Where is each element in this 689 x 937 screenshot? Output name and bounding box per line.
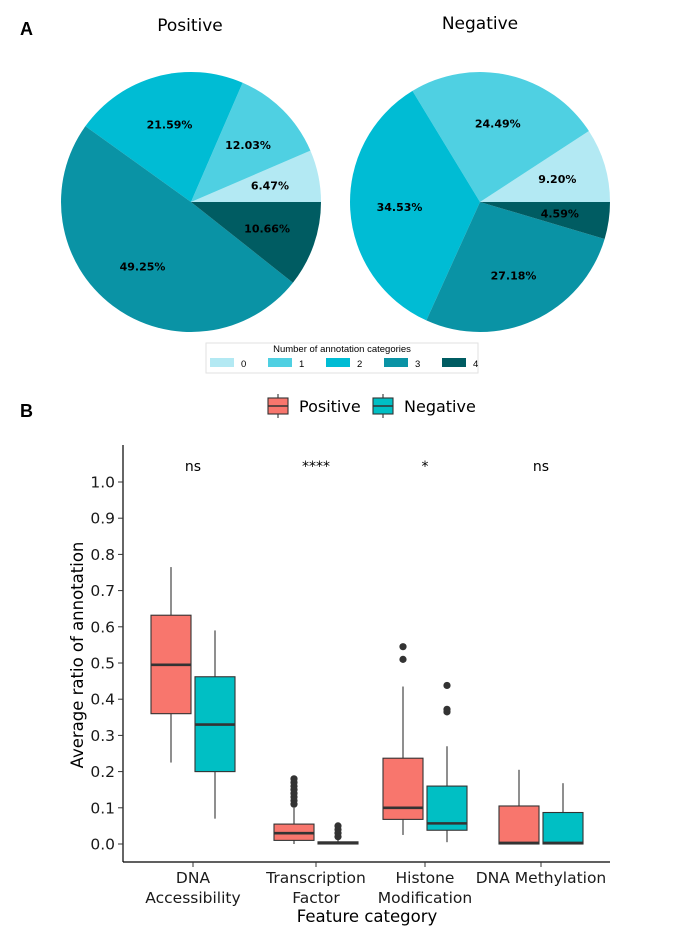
outlier-negative-cat2-1 xyxy=(443,705,451,713)
box-legend: Positive Negative xyxy=(267,394,476,418)
pie-positive-label-4: 10.66% xyxy=(244,223,290,236)
x-tick-label-0-0: DNA xyxy=(176,869,211,887)
x-tick-label-2-1: Modification xyxy=(378,889,472,907)
pie-negative-label-3: 27.18% xyxy=(491,269,537,282)
pie-positive-label-1: 12.03% xyxy=(225,139,271,152)
x-tick-label-0-1: Accessibility xyxy=(145,889,240,907)
pie-negative-slice-4 xyxy=(480,202,610,239)
panel-a-label: A xyxy=(20,19,33,39)
pie-positive-slice-2 xyxy=(85,71,243,202)
pie-positive-label-0: 6.47% xyxy=(251,180,289,193)
y-tick-label-0.7: 0.7 xyxy=(90,582,115,600)
x-tick-label-1-0: Transcription xyxy=(265,869,366,887)
y-axis-title: Average ratio of annotation xyxy=(68,542,87,769)
pie-legend-key-1 xyxy=(268,358,292,367)
pie-legend-label-0: 0 xyxy=(241,359,246,370)
outlier-negative-cat1-3 xyxy=(334,822,342,830)
box-legend-label-negative: Negative xyxy=(404,397,476,416)
pie-negative-slice-2 xyxy=(350,90,480,321)
y-tick-label-0.3: 0.3 xyxy=(90,727,115,745)
pie-legend: 0 1 2 3 4 xyxy=(210,358,478,370)
pie-legend-label-3: 3 xyxy=(415,359,420,370)
pie-negative-slice-3 xyxy=(426,202,605,332)
significance-label-3: ns xyxy=(533,459,549,475)
pie-negative-title: Negative xyxy=(442,14,518,34)
pie-positive-slice-1 xyxy=(191,82,311,202)
significance-label-0: ns xyxy=(185,459,201,475)
x-tick-label-2-0: Histone xyxy=(396,869,455,887)
x-tick-label-1-1: Factor xyxy=(292,889,340,907)
outlier-negative-cat2-2 xyxy=(443,681,451,690)
outlier-positive-cat2-1 xyxy=(399,643,407,651)
outlier-positive-cat1-7 xyxy=(290,775,298,783)
pie-positive-label-3: 49.25% xyxy=(120,260,166,273)
pie-legend-title: Number of annotation categories xyxy=(273,344,411,355)
pie-legend-key-2 xyxy=(326,358,350,367)
pie-chart-negative: 9.20% 24.49% 34.53% 27.18% 4.59% xyxy=(350,72,610,332)
pie-legend-key-3 xyxy=(384,358,408,367)
x-axis-title: Feature category xyxy=(297,907,438,926)
pie-chart-positive: 6.47% 12.03% 21.59% 49.25% 10.66% xyxy=(61,71,321,332)
y-tick-label-0.8: 0.8 xyxy=(90,546,115,564)
box-legend-label-positive: Positive xyxy=(299,397,361,416)
pie-negative-slice-1 xyxy=(412,72,589,202)
pie-legend-label-1: 1 xyxy=(299,359,304,370)
significance-label-2: * xyxy=(422,459,429,475)
pie-positive-slice-3 xyxy=(61,126,293,332)
box-negative-cat3 xyxy=(542,811,584,845)
box-positive-cat2 xyxy=(382,757,424,820)
panel-b-label: B xyxy=(20,401,33,421)
pie-positive-label-2: 21.59% xyxy=(147,118,193,131)
pie-positive-slice-0 xyxy=(191,150,321,202)
x-tick-label-3-0: DNA Methylation xyxy=(476,869,607,887)
pie-positive-slice-4 xyxy=(191,202,321,283)
y-tick-label-0.1: 0.1 xyxy=(90,799,115,817)
box-plot: 0.0 0.1 0.2 0.3 0.4 0.5 0.6 0.7 0.8 0.9 1.0 DNA Acce… xyxy=(90,445,610,907)
pie-legend-label-4: 4 xyxy=(473,359,478,370)
pie-negative-label-2: 34.53% xyxy=(377,201,423,214)
pie-negative-label-4: 4.59% xyxy=(541,208,579,221)
pie-negative-label-0: 9.20% xyxy=(538,173,576,186)
y-tick-label-0.5: 0.5 xyxy=(90,655,115,673)
pie-positive-title: Positive xyxy=(157,16,223,36)
pie-negative-label-1: 24.49% xyxy=(475,117,521,130)
y-tick-label-1.0: 1.0 xyxy=(90,474,115,492)
y-tick-label-0.6: 0.6 xyxy=(90,618,115,636)
pie-legend-label-2: 2 xyxy=(357,359,362,370)
outlier-positive-cat2-0 xyxy=(399,655,407,663)
pie-legend-key-0 xyxy=(210,358,234,367)
y-tick-label-0.9: 0.9 xyxy=(90,510,115,528)
box-positive-cat3 xyxy=(498,805,540,845)
pie-negative-slice-0 xyxy=(480,130,610,202)
pie-legend-key-4 xyxy=(442,358,466,367)
significance-label-1: **** xyxy=(302,459,330,475)
y-tick-label-0.0: 0.0 xyxy=(90,836,115,854)
y-tick-label-0.4: 0.4 xyxy=(90,691,115,709)
y-tick-label-0.2: 0.2 xyxy=(90,763,115,781)
